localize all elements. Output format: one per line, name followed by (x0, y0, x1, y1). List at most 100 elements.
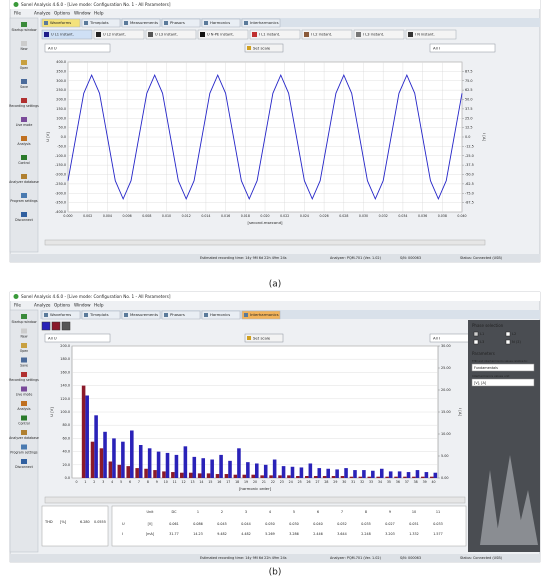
sidebar-item[interactable]: Analyzer database (9, 436, 39, 440)
tab-icon (44, 21, 48, 25)
dropdown[interactable] (471, 363, 535, 372)
tab[interactable] (121, 18, 161, 28)
y-tick-label: -400.0 (55, 210, 66, 214)
dropdown[interactable] (429, 43, 496, 53)
bar (322, 476, 327, 478)
sidebar-item[interactable]: Analyzer database (9, 180, 39, 184)
y2-tick-label: 37.5 (465, 107, 473, 111)
channel-toggle[interactable] (93, 29, 145, 40)
scrollbar[interactable] (44, 239, 486, 246)
x-tick-label: 0.000 (63, 214, 72, 218)
menu-item[interactable]: Window (74, 303, 91, 308)
menu-item[interactable]: Analyze (34, 11, 51, 16)
sidebar-item[interactable]: Program settings (10, 451, 38, 455)
sidebar-item[interactable]: Program settings (10, 199, 38, 203)
sidebar-item[interactable]: Disconnect (15, 218, 33, 222)
sidebar-item[interactable]: Recording settings (9, 378, 39, 382)
menu-item[interactable]: Options (54, 303, 70, 308)
sidebar-item[interactable]: Startup window (12, 28, 37, 32)
channel-toggle[interactable] (41, 29, 93, 40)
sidebar-item[interactable]: Save (20, 85, 28, 89)
button[interactable] (244, 43, 284, 53)
checkbox[interactable] (505, 331, 511, 337)
channel-toggle[interactable] (61, 321, 71, 331)
sidebar-item[interactable]: Live mode (16, 123, 33, 127)
menu-item[interactable]: Window (74, 11, 91, 16)
channel-toggle[interactable] (301, 29, 353, 40)
menu-item[interactable]: Analyze (34, 303, 51, 308)
table-cell: 0.052 (337, 522, 346, 526)
menu-item[interactable]: File (14, 11, 21, 16)
channel-toggle[interactable] (353, 29, 405, 40)
button[interactable] (244, 333, 284, 343)
checkbox[interactable] (473, 331, 479, 337)
tab-icon (44, 313, 48, 317)
checkbox[interactable] (505, 339, 511, 345)
sidebar-item[interactable]: Live mode (16, 393, 33, 397)
sidebar-item[interactable]: Open (20, 66, 29, 70)
sidebar-item[interactable]: Disconnect (15, 465, 33, 469)
title-bar (10, 292, 540, 301)
x-tick-label: 30 (342, 480, 346, 484)
table-cell: 0.061 (169, 522, 178, 526)
checkbox[interactable] (473, 339, 479, 345)
x-tick-label: 3 (102, 480, 104, 484)
sidebar-icon (21, 314, 27, 319)
table-cell: 0.045 (217, 522, 226, 526)
tab[interactable] (81, 18, 121, 28)
y-tick-label: -250.0 (55, 182, 66, 186)
tab[interactable] (201, 18, 241, 28)
x-tick-label: 31 (351, 480, 355, 484)
channel-toggle[interactable] (41, 321, 51, 331)
x-tick-label: 29 (333, 480, 337, 484)
bar (362, 470, 366, 478)
y2-axis-label: I [A] (458, 408, 463, 416)
x-tick-label: 40 (432, 480, 436, 484)
tab[interactable] (241, 18, 281, 28)
zoom-bar[interactable] (44, 496, 466, 504)
sidebar-item[interactable]: Recording settings (9, 104, 39, 108)
channel-toggle[interactable] (197, 29, 249, 40)
menu-item[interactable]: Help (94, 11, 104, 16)
menu-item[interactable]: Help (94, 303, 104, 308)
menu-item[interactable]: Options (54, 11, 70, 16)
sidebar-item[interactable]: Analysis (17, 407, 30, 411)
dropdown[interactable] (471, 378, 535, 387)
tab[interactable] (201, 310, 241, 320)
bar (308, 463, 313, 478)
bar (228, 460, 232, 478)
sidebar-item[interactable]: Control (18, 422, 30, 426)
x-tick-label: 4 (111, 480, 113, 484)
dropdown[interactable] (44, 333, 111, 343)
bar (412, 476, 416, 478)
dropdown[interactable] (44, 43, 111, 53)
sidebar-item[interactable]: Startup window (12, 320, 37, 324)
channel-toggle[interactable] (405, 29, 457, 40)
menu-item[interactable]: File (14, 303, 21, 308)
sidebar-item[interactable]: Control (18, 161, 30, 165)
bar (224, 474, 229, 478)
tab[interactable] (121, 310, 161, 320)
channel-toggle[interactable] (249, 29, 301, 40)
sidebar-item[interactable]: Analysis (17, 142, 30, 146)
bar (353, 470, 357, 478)
tab[interactable] (161, 310, 201, 320)
sidebar-item[interactable]: New (21, 47, 28, 51)
tab-label: Waveforms (50, 20, 71, 25)
channel-toggle[interactable] (51, 321, 61, 331)
tab[interactable] (41, 18, 81, 28)
sidebar-item[interactable]: Open (20, 349, 29, 353)
x-tick-label: 0.038 (438, 214, 447, 218)
sidebar-item[interactable]: New (21, 335, 28, 339)
channel-toggle[interactable] (145, 29, 197, 40)
tab[interactable] (241, 310, 281, 320)
y-tick-label: 20.0 (62, 463, 70, 467)
table-cell: 31.77 (169, 532, 178, 536)
sidebar-item[interactable]: Save (20, 364, 28, 368)
tab[interactable] (161, 18, 201, 28)
bar (81, 385, 86, 478)
table-cell: 0.040 (313, 522, 322, 526)
bar (260, 475, 264, 478)
tab[interactable] (81, 310, 121, 320)
tab[interactable] (41, 310, 81, 320)
